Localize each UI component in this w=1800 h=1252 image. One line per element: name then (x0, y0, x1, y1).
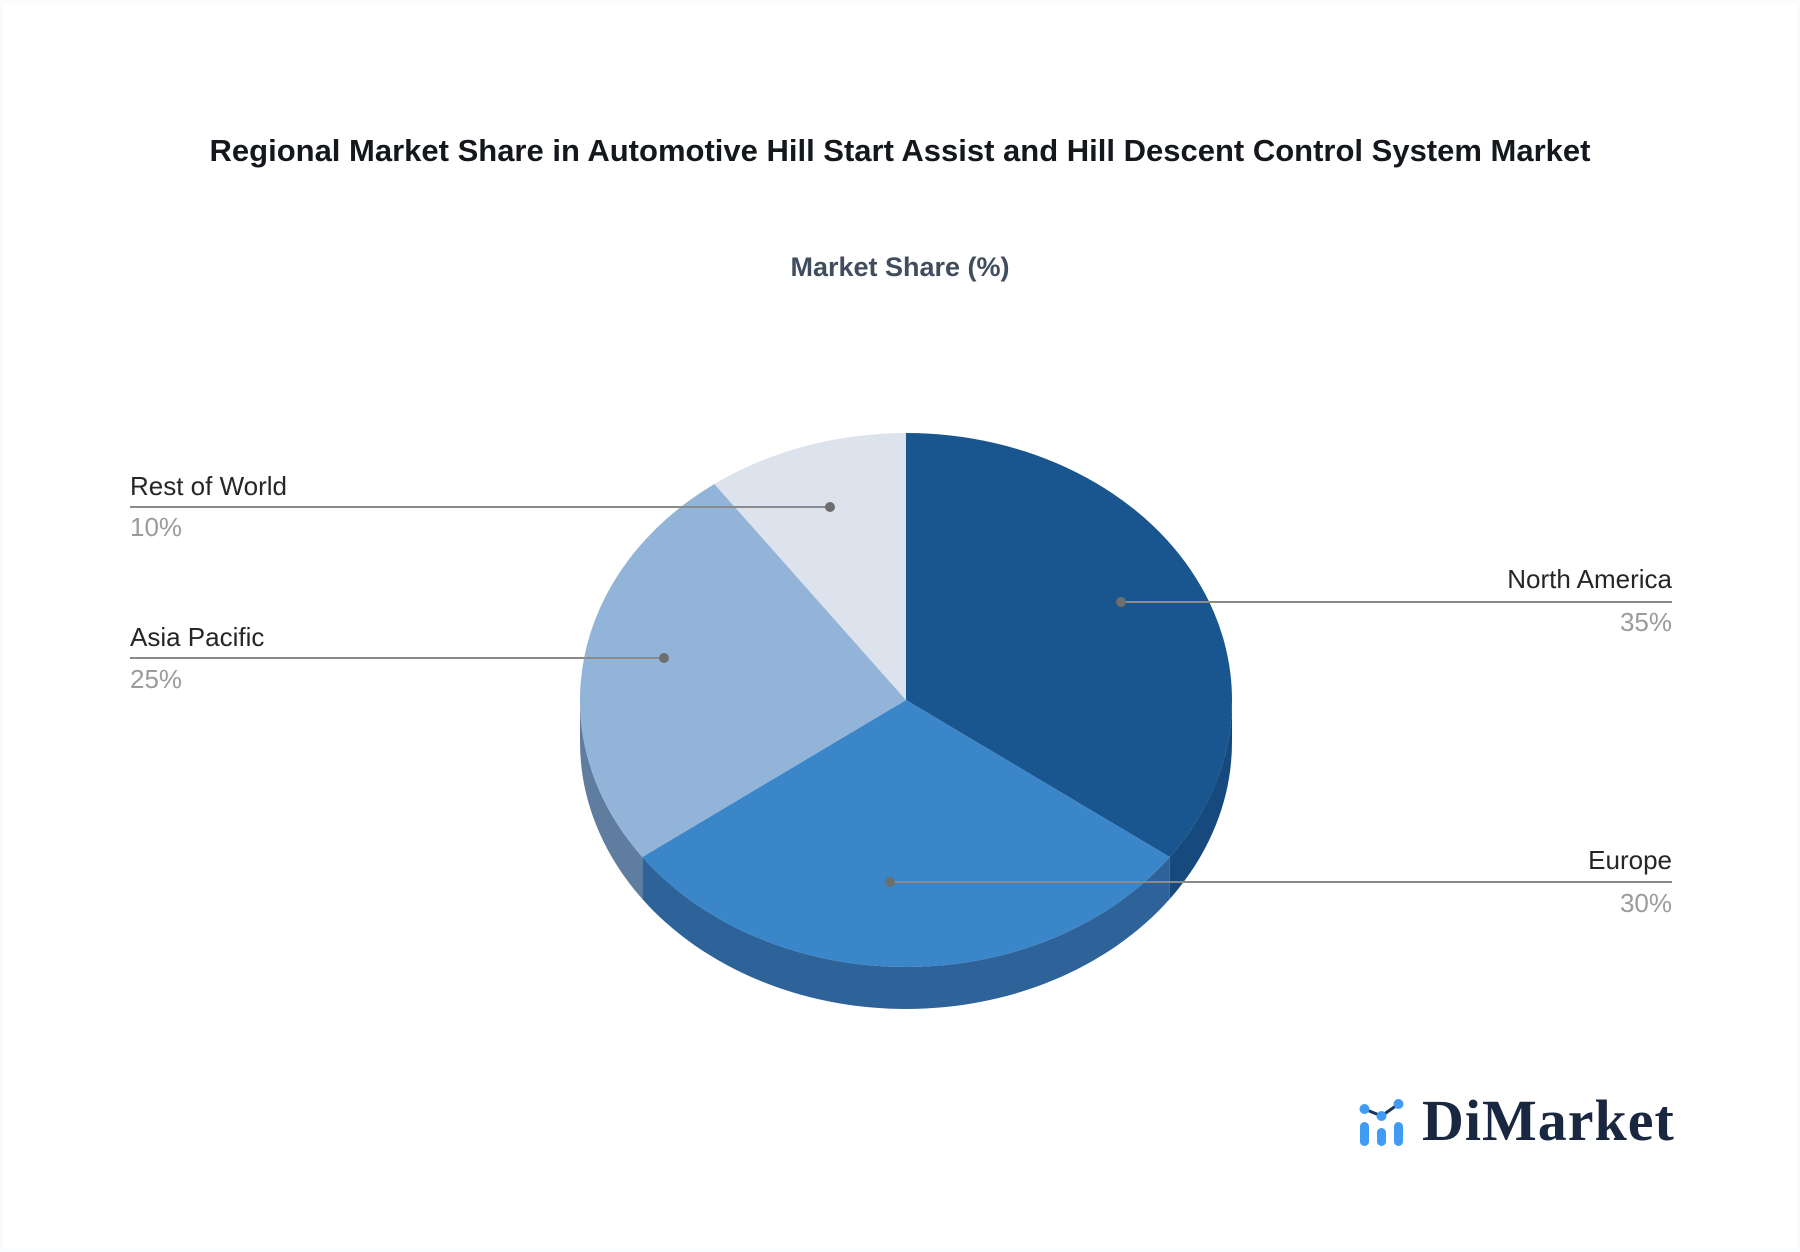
slice-value-europe: 30% (1619, 888, 1672, 918)
callout-dot-north-america (1116, 597, 1126, 607)
brand-logo: DiMarket (1358, 1088, 1675, 1153)
slice-value-north-america: 35% (1619, 607, 1672, 637)
pie-side-north-america (1169, 700, 1232, 899)
slice-value-asia-pacific: 25% (130, 664, 183, 694)
pie-slice-asia-pacific[interactable] (580, 484, 906, 857)
pie-slice-north-america[interactable] (906, 433, 1233, 857)
brand-name: DiMarket (1422, 1088, 1675, 1153)
pie-slice-europe[interactable] (642, 700, 1170, 968)
callout-dots (659, 502, 1126, 887)
pie-side-europe (642, 857, 1170, 1010)
chart-title: Regional Market Share in Automotive Hill… (209, 133, 1591, 168)
slice-label-north-america: North America (1507, 564, 1672, 594)
slice-label-asia-pacific: Asia Pacific (130, 622, 265, 652)
pie-slice-rest-of-world[interactable] (714, 433, 906, 700)
bar-line-chart-logo-icon (1359, 1099, 1404, 1146)
callout-dot-asia-pacific (659, 653, 669, 663)
pie-side-asia-pacific (580, 700, 643, 899)
slice-label-rest-of-world: Rest of World (130, 471, 288, 501)
callout-dot-europe (885, 877, 895, 887)
slice-label-europe: Europe (1588, 845, 1672, 875)
callout-dot-rest-of-world (825, 502, 835, 512)
slice-value-rest-of-world: 10% (130, 512, 183, 542)
chart-subtitle: Market Share (%) (790, 252, 1010, 282)
callout-lines (130, 506, 1672, 883)
